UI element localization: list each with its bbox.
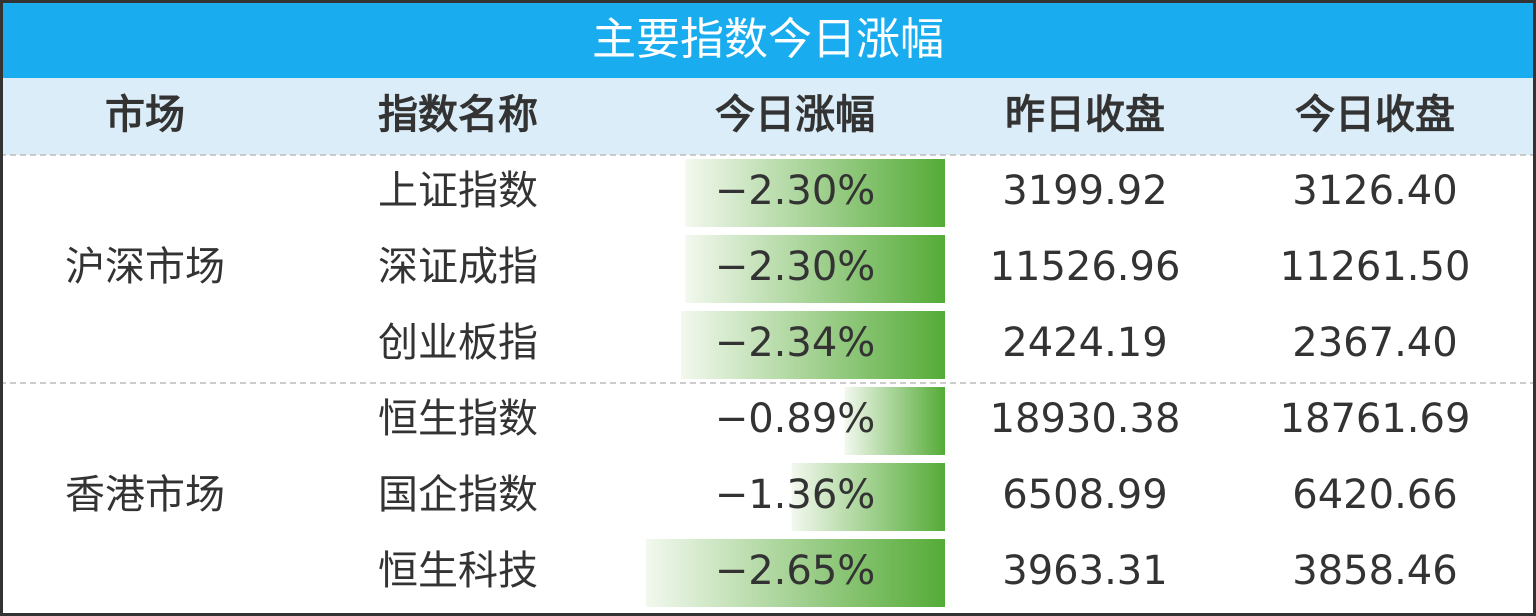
change-label: −2.30% — [715, 244, 876, 290]
market-name: 沪深市场 — [65, 244, 225, 290]
change-label: −2.34% — [715, 320, 876, 366]
index-name: 创业板指 — [378, 320, 538, 366]
header-bar — [0, 78, 1536, 155]
prev-close: 18930.38 — [990, 396, 1181, 442]
today-close: 2367.40 — [1292, 320, 1457, 366]
change-bar — [844, 387, 945, 455]
index-name: 国企指数 — [378, 472, 538, 518]
change-bar — [646, 539, 945, 607]
change-label: −2.65% — [715, 548, 876, 594]
index-name: 恒生科技 — [378, 548, 538, 594]
today-close: 3858.46 — [1292, 548, 1457, 594]
column-header: 市场 — [105, 92, 185, 138]
change-label: −1.36% — [715, 472, 876, 518]
today-close: 18761.69 — [1280, 396, 1471, 442]
prev-close: 11526.96 — [990, 244, 1181, 290]
change-label: −2.30% — [715, 168, 876, 214]
prev-close: 3199.92 — [1002, 168, 1167, 214]
title: 主要指数今日涨幅 — [592, 14, 944, 65]
column-header: 指数名称 — [378, 92, 538, 138]
column-header: 昨日收盘 — [1005, 92, 1165, 138]
prev-close: 6508.99 — [1002, 472, 1167, 518]
change-label: −0.89% — [715, 396, 876, 442]
column-header: 今日收盘 — [1295, 92, 1455, 138]
change-bar — [685, 159, 945, 227]
index-name: 恒生指数 — [378, 396, 538, 442]
change-bar — [680, 311, 945, 379]
change-bar — [685, 235, 945, 303]
title-bar — [0, 0, 1536, 78]
column-header: 今日涨幅 — [715, 92, 875, 138]
index-name: 上证指数 — [378, 168, 538, 214]
today-close: 6420.66 — [1292, 472, 1457, 518]
today-close: 3126.40 — [1292, 168, 1457, 214]
index-name: 深证成指 — [378, 244, 538, 290]
market-name: 香港市场 — [65, 472, 225, 518]
change-bar — [791, 463, 945, 531]
prev-close: 2424.19 — [1002, 320, 1167, 366]
today-close: 11261.50 — [1280, 244, 1471, 290]
prev-close: 3963.31 — [1002, 548, 1167, 594]
